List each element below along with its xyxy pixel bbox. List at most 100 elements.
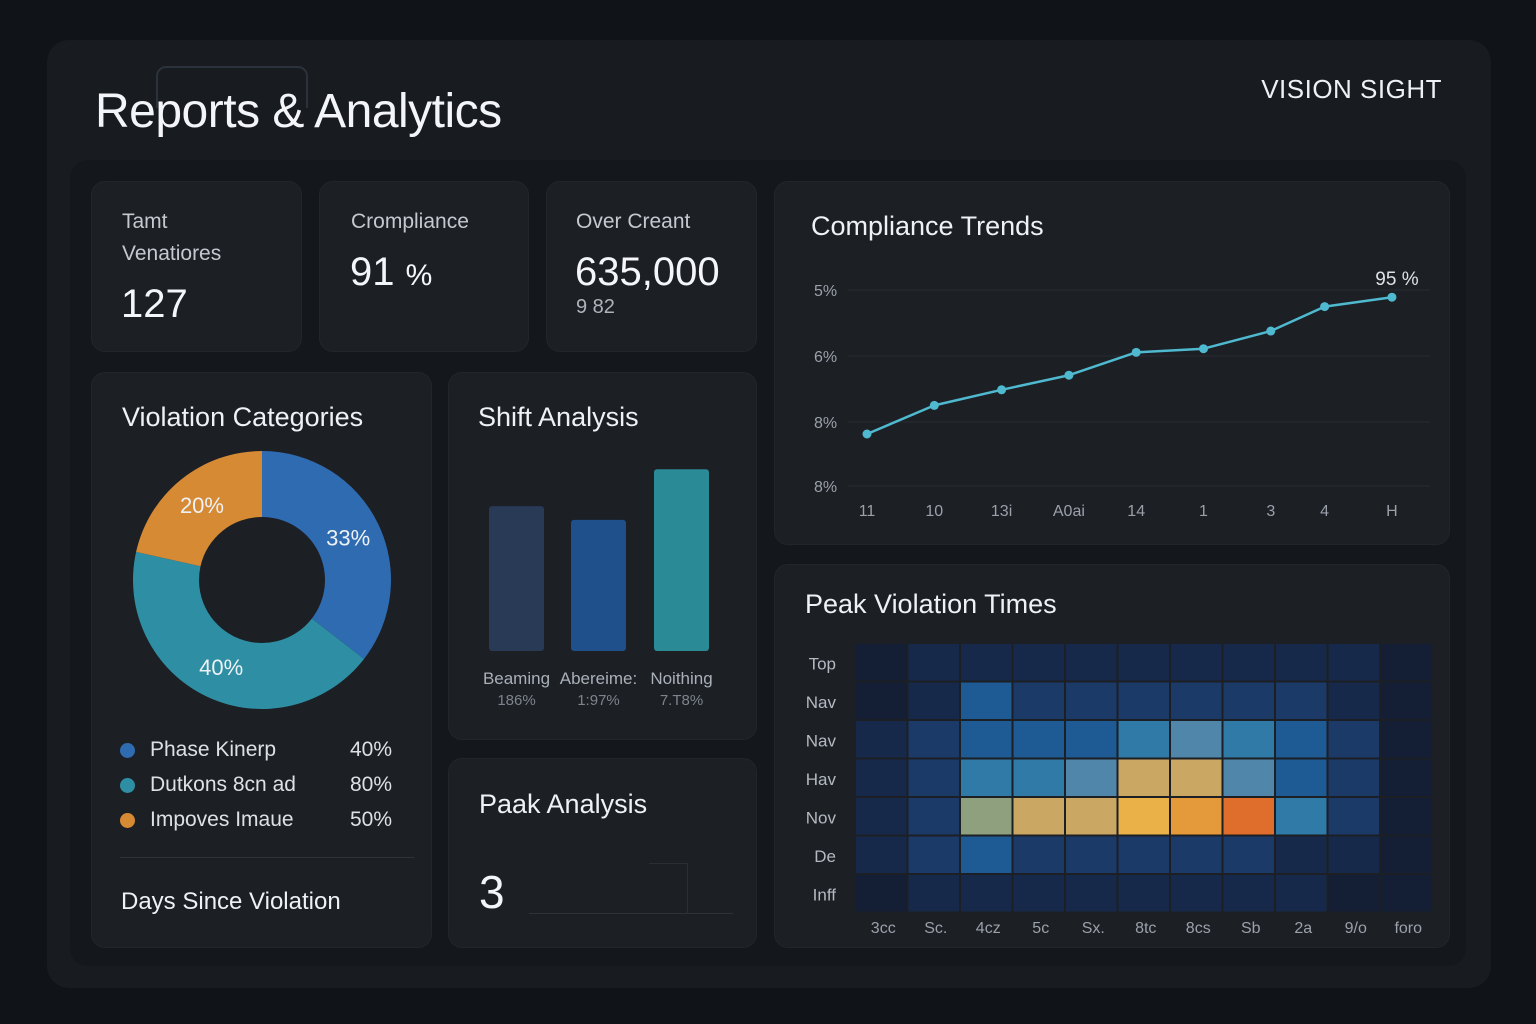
violation-donut-chart: 33% 40% 20% (133, 451, 391, 709)
heatmap-cell (1276, 836, 1327, 873)
heatmap-cell (908, 682, 959, 719)
shift-bar-chart: Beaming 186% Abereime: 1:97% Noithing 7.T8% (483, 469, 713, 709)
legend-label: Phase Kinerp (150, 738, 277, 761)
heatmap-cell (856, 759, 907, 796)
heatmap-cell (1013, 875, 1064, 912)
trend-point (1320, 302, 1330, 312)
peak-analysis-value: 3 (479, 866, 505, 918)
shift-bar-label: Beaming (483, 669, 550, 688)
card-title: Peak Violation Times (805, 589, 1057, 619)
heatmap-cell (1171, 798, 1222, 835)
heatmap-cell (1381, 759, 1432, 796)
legend-swatch (120, 778, 135, 793)
heatmap-cell (908, 644, 959, 681)
heatmap-cell (1013, 644, 1064, 681)
heatmap-cell (908, 721, 959, 758)
kpi-card-total-violations[interactable]: Tamt Venatiores 127 (91, 181, 302, 352)
kpi-unit: % (405, 259, 433, 292)
heatmap-cell (1013, 798, 1064, 835)
kpi-card-compliance[interactable]: Crompliance 91 % (319, 181, 529, 352)
card-title: Paak Analysis (479, 789, 648, 819)
x-tick-label: A0ai (1053, 503, 1085, 520)
heatmap-row-label: Nav (806, 693, 837, 712)
heatmap-cell (1171, 875, 1222, 912)
kpi-card-over-count[interactable]: Over Creant 635,000 9 82 (546, 181, 757, 352)
x-tick-label: H (1386, 503, 1398, 520)
shift-bar-value: 1:97% (577, 692, 620, 709)
sparkline-placeholder (649, 863, 688, 914)
heatmap-cell (1118, 721, 1169, 758)
heatmap-cell (1381, 682, 1432, 719)
heatmap-col-label: 8tc (1135, 920, 1156, 937)
heatmap-cell (1381, 836, 1432, 873)
heatmap-cell (1066, 721, 1117, 758)
heatmap-col-label: foro (1394, 920, 1422, 937)
y-tick-label: 6% (814, 349, 837, 366)
heatmap-cell (1223, 721, 1274, 758)
heatmap-cell (1381, 721, 1432, 758)
heatmap-row-label: Inff (813, 885, 837, 904)
legend-swatch (120, 813, 135, 828)
heatmap-cell (1328, 836, 1379, 873)
heatmap-cell (1223, 644, 1274, 681)
heatmap-col-label: Sx. (1082, 920, 1105, 937)
heatmap-cell (1328, 759, 1379, 796)
donut-slice-label: 33% (326, 526, 370, 551)
kpi-label: Over Creant (576, 210, 691, 233)
heatmap-cell (1066, 759, 1117, 796)
card-title: Compliance Trends (811, 211, 1044, 241)
brand-logo[interactable]: VISION SIGHT (1261, 74, 1442, 104)
heatmap-cell (1013, 721, 1064, 758)
legend-item: Impoves Imaue 50% (120, 806, 392, 834)
heatmap-cell (1223, 798, 1274, 835)
heatmap-cell (1118, 644, 1169, 681)
heatmap-col-label: Sc. (924, 920, 947, 937)
heatmap-cell (1066, 875, 1117, 912)
heatmap-cell (1276, 682, 1327, 719)
kpi-label: Tamt Venatiores (122, 210, 222, 265)
heatmap-cell (1276, 875, 1327, 912)
heatmap-col-label: 9/o (1345, 920, 1367, 937)
page-title: Reports & Analytics (95, 85, 502, 138)
legend-percent: 80% (349, 773, 392, 796)
trend-line (866, 296, 1393, 436)
heatmap-cell (1276, 644, 1327, 681)
x-tick-label: 14 (1127, 503, 1145, 520)
trend-point (1266, 326, 1276, 336)
heatmap-cell (1013, 759, 1064, 796)
donut-slice (136, 451, 262, 567)
kpi-value: 91 % (350, 250, 432, 295)
heatmap-cell (1013, 836, 1064, 873)
heatmap-cell (856, 721, 907, 758)
heatmap-cell (1118, 759, 1169, 796)
trend-point (1064, 370, 1074, 380)
heatmap-cell (856, 836, 907, 873)
heatmap-cell (961, 836, 1012, 873)
x-tick-label: 10 (925, 503, 943, 520)
heatmap-cell (908, 759, 959, 796)
heatmap-cell (961, 721, 1012, 758)
heatmap-row-label: Nov (806, 808, 837, 827)
trend-point (997, 385, 1007, 395)
kpi-value: 127 (121, 282, 188, 326)
heatmap-cell (961, 875, 1012, 912)
legend-label: Dutkons 8cn ad (150, 773, 296, 796)
heatmap-cell (1223, 759, 1274, 796)
shift-bar-label: Abereime: (560, 669, 637, 688)
shift-bar (571, 519, 626, 651)
x-tick-label: 13i (991, 503, 1012, 520)
heatmap-cell (1381, 644, 1432, 681)
heatmap-cell (1276, 721, 1327, 758)
heatmap-cell (1328, 644, 1379, 681)
legend-item: Phase Kinerp 40% (120, 736, 392, 764)
donut-slice (133, 551, 365, 709)
heatmap-cell (1118, 798, 1169, 835)
header-tab-outline (156, 66, 308, 108)
heatmap-cell (856, 682, 907, 719)
shift-bar-label: Noithing (650, 669, 712, 688)
heatmap-cell (1066, 836, 1117, 873)
heatmap-cell (1328, 798, 1379, 835)
kpi-label: Crompliance (351, 210, 469, 233)
heatmap-row-label: Hav (806, 770, 837, 789)
days-since-violation-label: Days Since Violation (121, 888, 341, 915)
